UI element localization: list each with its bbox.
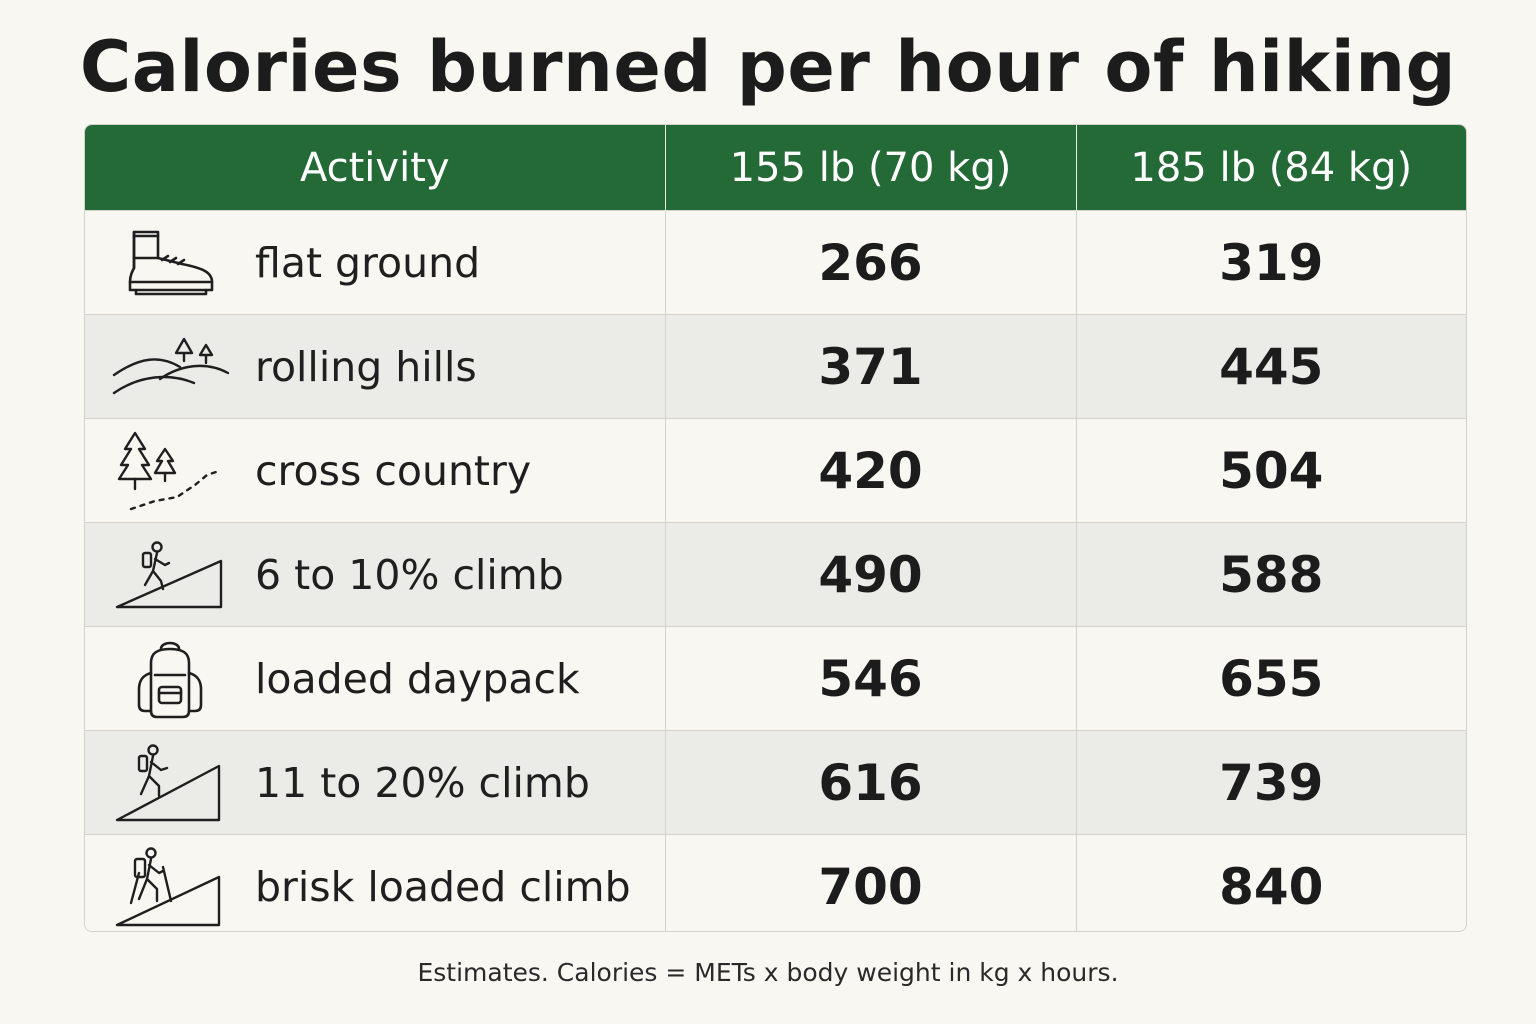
calories-185lb: 588 bbox=[1076, 522, 1466, 627]
activity-label: cross country bbox=[255, 446, 532, 495]
table-row: cross country 420 504 bbox=[85, 418, 1466, 523]
hiker-slope-icon bbox=[85, 523, 255, 626]
calories-155lb: 490 bbox=[665, 522, 1077, 627]
table-header-row: Activity 155 lb (70 kg) 185 lb (84 kg) bbox=[85, 125, 1466, 211]
activity-cell: flat ground bbox=[85, 210, 666, 315]
activity-label: flat ground bbox=[255, 238, 481, 287]
hiker-steep-slope-icon bbox=[85, 731, 255, 834]
activity-label: loaded daypack bbox=[255, 654, 580, 703]
calories-155lb: 266 bbox=[665, 210, 1077, 315]
activity-cell: brisk loaded climb bbox=[85, 834, 666, 931]
activity-cell: rolling hills bbox=[85, 314, 666, 419]
page-title: Calories burned per hour of hiking bbox=[79, 26, 1457, 108]
calories-185lb: 739 bbox=[1076, 730, 1466, 835]
activity-cell: 11 to 20% climb bbox=[85, 730, 666, 835]
trees-trail-icon bbox=[85, 419, 255, 522]
calories-table: Activity 155 lb (70 kg) 185 lb (84 kg) bbox=[84, 124, 1467, 932]
activity-label: 11 to 20% climb bbox=[255, 758, 590, 807]
hiker-poles-slope-icon bbox=[85, 835, 255, 931]
calories-155lb: 700 bbox=[665, 834, 1077, 931]
backpack-icon bbox=[85, 627, 255, 730]
activity-label: rolling hills bbox=[255, 342, 477, 391]
table-row: brisk loaded climb 700 840 bbox=[85, 834, 1466, 931]
calories-185lb: 319 bbox=[1076, 210, 1466, 315]
table-row: loaded daypack 546 655 bbox=[85, 626, 1466, 731]
table-row: rolling hills 371 445 bbox=[85, 314, 1466, 419]
column-header-activity: Activity bbox=[85, 125, 666, 211]
calories-185lb: 504 bbox=[1076, 418, 1466, 523]
column-header-185lb: 185 lb (84 kg) bbox=[1076, 125, 1466, 211]
activity-cell: cross country bbox=[85, 418, 666, 523]
table-row: 6 to 10% climb 490 588 bbox=[85, 522, 1466, 627]
calories-185lb: 445 bbox=[1076, 314, 1466, 419]
footnote: Estimates. Calories = METs x body weight… bbox=[417, 958, 1119, 987]
calories-155lb: 546 bbox=[665, 626, 1077, 731]
column-header-155lb: 155 lb (70 kg) bbox=[665, 125, 1077, 211]
rolling-hills-icon bbox=[85, 315, 255, 418]
calories-185lb: 840 bbox=[1076, 834, 1466, 931]
calories-155lb: 420 bbox=[665, 418, 1077, 523]
calories-155lb: 371 bbox=[665, 314, 1077, 419]
calories-185lb: 655 bbox=[1076, 626, 1466, 731]
hiking-boot-icon bbox=[85, 211, 255, 314]
table-row: 11 to 20% climb 616 739 bbox=[85, 730, 1466, 835]
calories-155lb: 616 bbox=[665, 730, 1077, 835]
activity-label: 6 to 10% climb bbox=[255, 550, 564, 599]
activity-label: brisk loaded climb bbox=[255, 862, 631, 911]
activity-cell: 6 to 10% climb bbox=[85, 522, 666, 627]
activity-cell: loaded daypack bbox=[85, 626, 666, 731]
table-row: flat ground 266 319 bbox=[85, 210, 1466, 315]
calories-table-grid: Activity 155 lb (70 kg) 185 lb (84 kg) bbox=[85, 125, 1466, 931]
